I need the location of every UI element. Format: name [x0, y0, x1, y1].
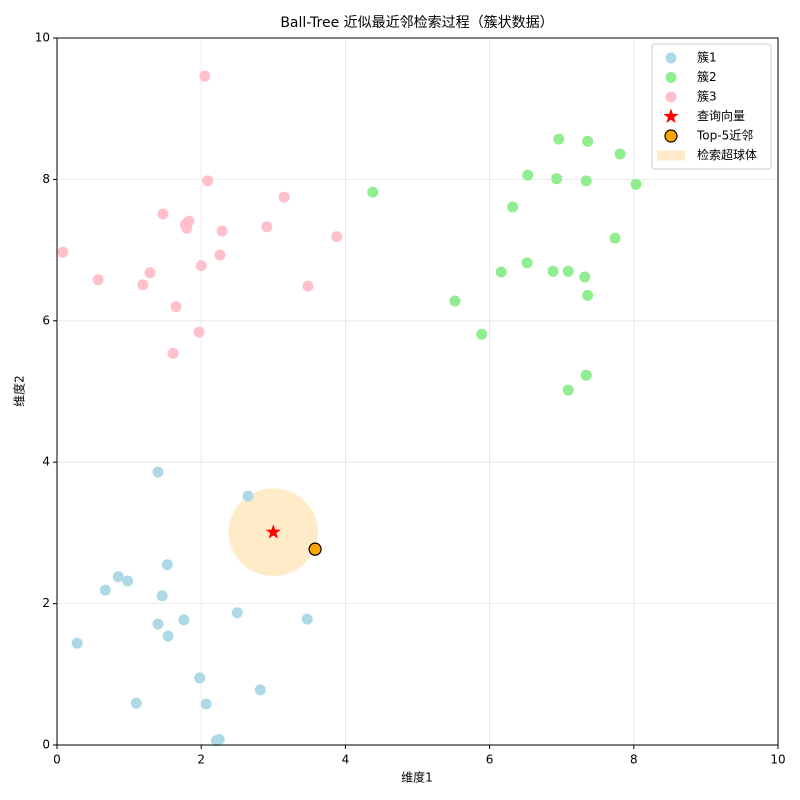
point — [162, 630, 174, 642]
marks — [57, 70, 642, 747]
point — [213, 733, 225, 745]
x-tick-label: 2 — [197, 753, 205, 767]
legend-marker — [664, 129, 678, 143]
point — [301, 613, 313, 625]
point — [521, 257, 533, 269]
point — [562, 265, 574, 277]
legend-label: Top-5近邻 — [696, 129, 753, 143]
point — [178, 614, 190, 626]
point — [367, 186, 379, 198]
point — [71, 637, 83, 649]
legend-label: 簇1 — [697, 50, 717, 65]
point — [562, 384, 574, 396]
point — [231, 607, 243, 619]
neighbor-point — [308, 542, 322, 556]
point — [156, 590, 168, 602]
y-tick-label: 6 — [42, 313, 50, 327]
point — [609, 232, 621, 244]
point — [195, 260, 207, 272]
point — [157, 208, 169, 220]
point — [630, 178, 642, 190]
chart-title: Ball-Tree 近似最近邻检索过程（簇状数据） — [280, 14, 553, 31]
point — [161, 559, 173, 571]
legend-label: 查询向量 — [697, 108, 745, 123]
legend-marker — [665, 91, 677, 103]
point — [193, 326, 205, 338]
point — [202, 175, 214, 187]
point — [242, 490, 254, 502]
point — [582, 289, 594, 301]
x-axis-label: 维度1 — [401, 770, 433, 785]
point — [261, 221, 273, 233]
query-point — [265, 524, 281, 539]
point — [522, 169, 534, 181]
point — [614, 148, 626, 160]
point — [254, 684, 266, 696]
point — [152, 618, 164, 630]
y-tick-label: 0 — [42, 738, 50, 752]
point — [553, 133, 565, 145]
point — [476, 328, 488, 340]
point — [449, 295, 461, 307]
point — [99, 584, 111, 596]
x-tick-label: 10 — [770, 753, 785, 767]
point — [122, 575, 134, 587]
legend-marker — [663, 108, 679, 123]
point — [579, 271, 591, 283]
point — [57, 246, 69, 258]
point — [551, 173, 563, 185]
point — [152, 466, 164, 478]
x-tick-label: 6 — [486, 753, 494, 767]
point — [547, 265, 559, 277]
point — [112, 571, 124, 583]
y-axis-label: 维度2 — [12, 375, 27, 407]
x-tick-label: 4 — [342, 753, 350, 767]
y-tick-label: 4 — [42, 455, 50, 469]
ticks: 0 2 4 6 8 10 0 2 4 6 8 10 — [35, 31, 786, 767]
point — [495, 266, 507, 278]
point — [137, 279, 149, 291]
legend-label: 簇3 — [697, 89, 717, 104]
point — [216, 225, 228, 237]
y-tick-label: 2 — [42, 596, 50, 610]
point — [194, 672, 206, 684]
legend-label: 检索超球体 — [697, 147, 757, 162]
legend-label: 簇2 — [697, 69, 717, 84]
x-tick-label: 8 — [630, 753, 638, 767]
y-tick-label: 8 — [42, 172, 50, 186]
point — [92, 274, 104, 286]
plot-frame — [56, 37, 779, 746]
y-tick-label: 10 — [35, 31, 50, 45]
x-tick-label: 0 — [53, 753, 61, 767]
point — [507, 201, 519, 213]
legend-swatch — [657, 150, 685, 161]
legend-box — [651, 43, 772, 170]
point — [580, 369, 592, 381]
point — [331, 231, 343, 243]
point — [170, 301, 182, 313]
point — [582, 135, 594, 147]
grid — [56, 37, 779, 746]
point — [580, 175, 592, 187]
point — [144, 267, 156, 279]
point — [130, 697, 142, 709]
legend-marker — [665, 52, 677, 64]
point — [181, 222, 193, 234]
point — [199, 70, 211, 82]
point — [278, 191, 290, 203]
legend-marker — [665, 72, 677, 83]
point — [214, 249, 226, 261]
point — [302, 280, 314, 292]
point — [167, 347, 179, 359]
point — [200, 698, 212, 710]
